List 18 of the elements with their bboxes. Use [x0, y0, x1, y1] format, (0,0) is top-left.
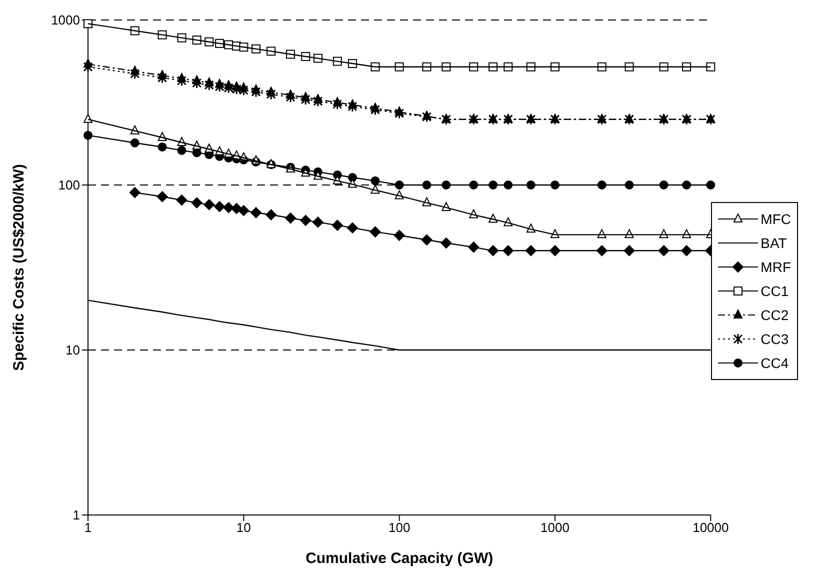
y-tick-label: 1 — [72, 508, 80, 523]
x-axis-title: Cumulative Capacity (GW) — [306, 550, 494, 567]
y-tick-label: 100 — [58, 178, 80, 193]
x-tick-label: 100 — [388, 520, 410, 536]
legend-label: CC3 — [760, 330, 789, 346]
legend-label: MFC — [760, 210, 791, 226]
x-tick-label: 10 — [236, 520, 251, 536]
y-tick-label: 10 — [66, 342, 80, 358]
legend-label: BAT — [760, 234, 787, 250]
x-tick-label: 10000 — [692, 520, 729, 536]
y-axis-title: Specific Costs (US$2000/kW) — [10, 164, 28, 371]
y-tick-label: 1000 — [51, 12, 80, 28]
x-tick-label: 1 — [84, 520, 92, 536]
x-tick-label: 1000 — [540, 520, 570, 536]
legend-label: CC1 — [760, 282, 789, 298]
legend-label: CC2 — [760, 306, 789, 322]
legend-label: CC4 — [760, 354, 789, 370]
legend-label: MRF — [760, 258, 791, 274]
